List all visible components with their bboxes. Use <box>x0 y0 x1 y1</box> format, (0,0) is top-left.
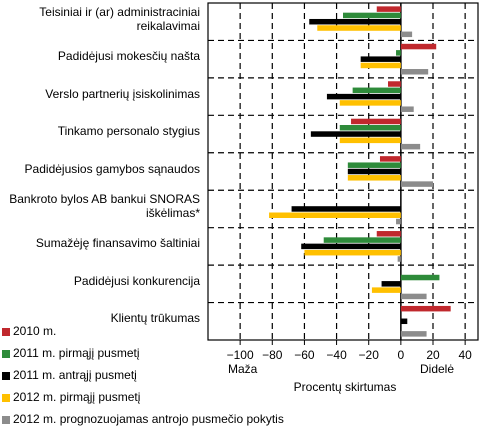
bar <box>400 31 413 38</box>
y-tick-label: Bankroto bylos AB bankui SNORAS iškėlima… <box>9 191 200 220</box>
legend-swatch <box>2 372 10 380</box>
legend-swatch <box>2 394 10 402</box>
bar <box>400 106 414 112</box>
legend-label: 2012 m. pirmąjį pusmetį <box>13 390 141 404</box>
legend-swatch <box>2 328 10 336</box>
bar <box>339 100 401 106</box>
bar <box>360 56 401 62</box>
bar <box>400 293 427 300</box>
x-tick-label: 40 <box>458 348 472 362</box>
bar <box>347 162 401 168</box>
x-tick-label: 0 <box>398 348 405 362</box>
y-tick-label: Tinkamo personalo stygius <box>57 124 200 139</box>
bar <box>352 87 401 94</box>
bar <box>400 305 451 312</box>
x-tick-label: 20 <box>426 348 440 362</box>
legend-label: 2011 m. pirmąjį pusmetį <box>13 346 140 360</box>
legend-swatch <box>2 350 10 358</box>
bar <box>310 131 401 137</box>
bar <box>371 287 401 293</box>
bar <box>400 69 429 75</box>
bar <box>388 81 401 87</box>
bar <box>379 156 401 162</box>
bar <box>396 50 401 56</box>
y-tick-label: Verslo partnerių įsiskolinimas <box>45 86 200 101</box>
bar <box>381 281 401 287</box>
bar <box>351 118 401 125</box>
bar <box>269 212 401 218</box>
bar <box>400 181 433 187</box>
bar <box>400 331 427 337</box>
x-tick-label: −80 <box>262 348 283 362</box>
x-axis-label: Procentų skirtumas <box>294 380 397 394</box>
bar <box>304 249 401 256</box>
bar <box>347 175 401 181</box>
y-tick-label: Padidėjusi mokesčių našta <box>57 49 200 64</box>
bar <box>396 218 401 225</box>
y-tick-label: Sumažėję finansavimo šaltiniai <box>35 236 200 251</box>
legend-swatch <box>2 416 10 424</box>
bar <box>317 25 401 31</box>
bar <box>397 256 401 262</box>
x-tick-label: −40 <box>326 348 347 362</box>
x-tick-label: −60 <box>294 348 315 362</box>
legend-label: 2012 m. prognozuojamas antrojo pusmečio … <box>13 412 284 426</box>
bar <box>339 137 401 144</box>
bar <box>291 206 401 212</box>
bar <box>347 168 401 175</box>
annotation: Maža <box>228 362 258 376</box>
bar <box>309 18 401 25</box>
bar <box>339 125 401 131</box>
x-tick-label: −20 <box>359 348 380 362</box>
legend-label: 2010 m. <box>13 324 56 338</box>
bar <box>323 237 401 243</box>
y-tick-label: Padidėjusi konkurencija <box>73 273 200 288</box>
x-tick-label: −100 <box>227 348 254 362</box>
annotation: Didelė <box>420 362 454 376</box>
legend-label: 2011 m. antrąjį pusmetį <box>13 368 137 382</box>
bar <box>301 243 401 250</box>
bar <box>343 12 401 19</box>
bar <box>376 6 401 12</box>
y-tick-label: Padidėjusios gamybos sąnaudos <box>24 161 200 176</box>
y-tick-label: Klientų trūkumas <box>110 311 200 326</box>
bar <box>360 62 401 69</box>
plot-frame <box>207 2 479 341</box>
bar <box>400 143 421 150</box>
bar <box>376 231 401 237</box>
bar <box>400 274 440 281</box>
bar <box>326 93 401 100</box>
y-tick-label: Teisiniai ir (ar) administraciniai reika… <box>39 4 200 33</box>
bar <box>400 318 408 325</box>
bar <box>400 43 437 50</box>
